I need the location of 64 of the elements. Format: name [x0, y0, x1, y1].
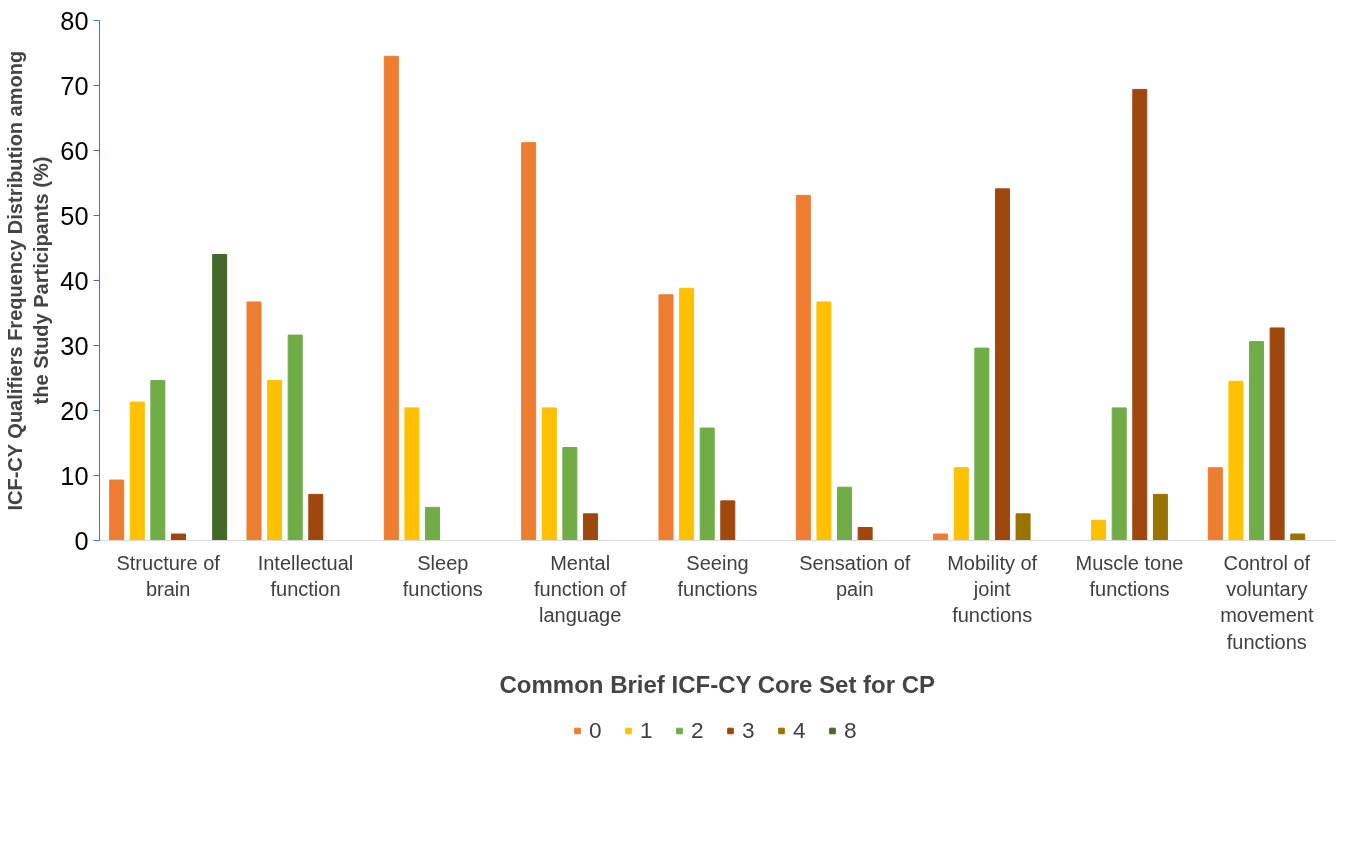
bar — [1111, 407, 1127, 541]
bar — [425, 506, 441, 541]
bar — [521, 142, 537, 541]
bar — [287, 334, 303, 541]
bar — [541, 407, 557, 541]
bar — [699, 427, 715, 541]
bar — [1228, 380, 1244, 541]
bar — [658, 294, 674, 541]
y-tick-label: 0 — [74, 526, 89, 555]
x-tick-label: Muscle tone functions — [1075, 551, 1184, 600]
x-tick-label: Control of voluntary movement functions — [1220, 551, 1314, 653]
bar — [1015, 513, 1031, 541]
bar — [816, 301, 832, 541]
y-tick-label: 60 — [60, 136, 89, 165]
bar — [150, 380, 166, 541]
y-tick-label: 20 — [60, 396, 89, 425]
bar — [170, 533, 186, 541]
bar — [582, 513, 598, 541]
y-tick-label: 30 — [60, 331, 89, 360]
bar — [1152, 493, 1168, 541]
legend-label: 3 — [742, 716, 756, 744]
bar — [404, 407, 420, 541]
bar — [308, 493, 324, 541]
x-axis-title: Common Brief ICF-CY Core Set for CP — [499, 670, 936, 698]
legend-label: 4 — [793, 716, 807, 744]
y-tick-label: 70 — [60, 71, 89, 100]
bar — [994, 188, 1010, 541]
bar — [795, 194, 811, 541]
y-tick-label: 80 — [60, 6, 89, 35]
y-tick-label: 40 — [60, 266, 89, 295]
bar — [837, 486, 853, 541]
bar — [953, 467, 969, 541]
legend-label: 8 — [844, 716, 858, 744]
x-tick-label: Mobility of joint functions — [947, 551, 1038, 627]
legend-label: 1 — [640, 716, 654, 744]
bar — [720, 500, 736, 541]
bar — [562, 447, 578, 541]
legend-label: 0 — [589, 716, 603, 744]
bar — [246, 301, 262, 541]
x-tick-label: Sleep functions — [402, 551, 483, 600]
y-tick-label: 10 — [60, 461, 89, 490]
bar — [974, 347, 990, 541]
legend-label: 2 — [691, 716, 705, 744]
x-tick-label: Mental function of language — [534, 551, 627, 627]
bar — [129, 401, 145, 541]
bar — [1207, 467, 1223, 541]
bar — [679, 287, 695, 541]
bar — [1132, 88, 1148, 541]
y-tick-label: 50 — [60, 201, 89, 230]
bar — [1290, 533, 1306, 541]
x-tick-label: Seeing functions — [677, 551, 758, 600]
x-tick-label: Structure of brain — [116, 551, 221, 600]
bar — [1249, 341, 1265, 541]
bar — [933, 533, 949, 541]
x-tick-label: Intellectual function — [257, 551, 354, 600]
bar — [1269, 327, 1285, 541]
y-axis-title: ICF-CY Qualifiers Frequency Distribution among the Study Participants (%) — [3, 50, 53, 511]
bar — [383, 55, 399, 541]
bar — [109, 479, 125, 541]
bar — [212, 254, 228, 541]
bar — [267, 380, 283, 541]
bar — [1091, 519, 1107, 541]
x-tick-label: Sensation of pain — [799, 551, 911, 600]
bar — [857, 527, 873, 541]
